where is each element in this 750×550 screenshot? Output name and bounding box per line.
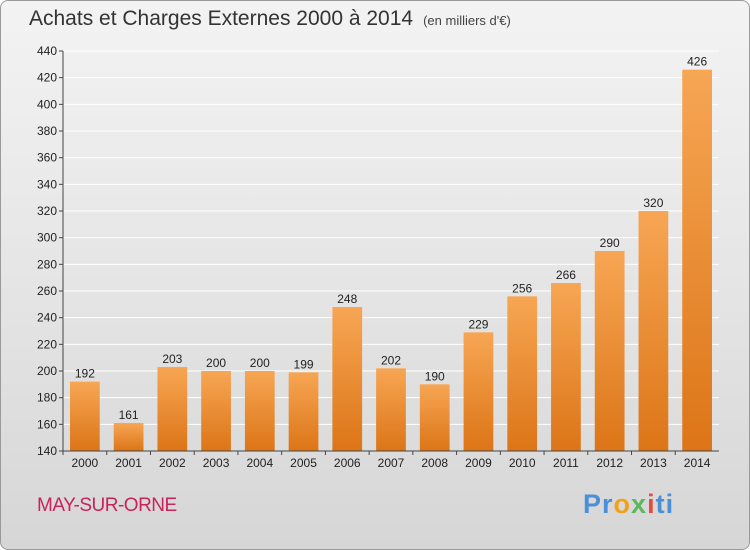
value-label-2011: 266 bbox=[556, 268, 576, 282]
chart-title: Achats et Charges Externes 2000 à 2014 (e… bbox=[29, 7, 511, 31]
x-tick-label-2011: 2011 bbox=[553, 456, 579, 470]
x-tick-label-2010: 2010 bbox=[509, 456, 536, 470]
logo-part-0: Pr bbox=[583, 489, 614, 519]
x-tick-label-2005: 2005 bbox=[290, 456, 317, 470]
y-tick-label-220: 220 bbox=[37, 337, 57, 351]
bar-2002 bbox=[157, 367, 188, 451]
bar-2005 bbox=[288, 372, 319, 451]
value-label-2000: 192 bbox=[75, 367, 95, 381]
bar-2003 bbox=[201, 371, 231, 451]
value-label-2014: 426 bbox=[687, 55, 707, 69]
x-tick-label-2003: 2003 bbox=[203, 456, 230, 470]
value-label-2007: 202 bbox=[381, 353, 401, 367]
bar-2001 bbox=[113, 423, 144, 451]
x-tick-label-2004: 2004 bbox=[246, 456, 273, 470]
title-text: Achats et Charges Externes 2000 à 2014 bbox=[29, 7, 414, 30]
value-label-2008: 190 bbox=[425, 369, 445, 383]
logo-part-4: ti bbox=[655, 489, 675, 519]
value-label-2009: 229 bbox=[468, 317, 488, 331]
y-tick-label-140: 140 bbox=[37, 444, 57, 458]
value-label-2006: 248 bbox=[337, 292, 357, 306]
bar-2008 bbox=[419, 384, 450, 451]
y-tick-label-160: 160 bbox=[37, 417, 57, 431]
y-tick-label-260: 260 bbox=[37, 284, 57, 298]
value-label-2013: 320 bbox=[643, 196, 663, 210]
value-label-2010: 256 bbox=[512, 281, 532, 295]
x-tick-label-2006: 2006 bbox=[334, 456, 361, 470]
logo-part-2: x bbox=[631, 489, 648, 519]
city-name: MAY-SUR-ORNE bbox=[37, 495, 177, 516]
x-tick-label-2007: 2007 bbox=[378, 456, 405, 470]
x-tick-label-2012: 2012 bbox=[596, 456, 623, 470]
value-label-2005: 199 bbox=[294, 357, 314, 371]
x-tick-label-2013: 2013 bbox=[640, 456, 667, 470]
proxiti-logo: Proxiti bbox=[583, 489, 674, 520]
bar-2000 bbox=[69, 381, 100, 451]
bar-2013 bbox=[638, 211, 669, 451]
y-tick-label-380: 380 bbox=[37, 124, 57, 138]
bar-2014 bbox=[682, 69, 713, 452]
bar-2009 bbox=[463, 332, 494, 451]
value-label-2001: 161 bbox=[119, 408, 139, 422]
logo-part-3: i bbox=[647, 489, 656, 519]
y-tick-label-440: 440 bbox=[37, 44, 57, 58]
y-tick-label-280: 280 bbox=[37, 257, 57, 271]
y-tick-label-240: 240 bbox=[37, 311, 57, 325]
x-tick-label-2002: 2002 bbox=[159, 456, 186, 470]
y-tick-label-340: 340 bbox=[37, 177, 57, 191]
y-tick-label-420: 420 bbox=[37, 71, 57, 85]
y-tick-label-200: 200 bbox=[37, 364, 57, 378]
y-tick-label-300: 300 bbox=[37, 231, 57, 245]
bar-2004 bbox=[244, 371, 275, 451]
bar-2007 bbox=[376, 368, 406, 451]
y-tick-label-320: 320 bbox=[37, 204, 57, 218]
value-label-2003: 200 bbox=[206, 356, 226, 370]
value-label-2004: 200 bbox=[250, 356, 270, 370]
unit-label: (en milliers d'€) bbox=[423, 13, 511, 28]
x-tick-label-2000: 2000 bbox=[72, 456, 99, 470]
x-tick-label-2014: 2014 bbox=[684, 456, 711, 470]
bar-2011 bbox=[551, 283, 581, 451]
y-tick-label-400: 400 bbox=[37, 97, 57, 111]
x-tick-label-2008: 2008 bbox=[421, 456, 448, 470]
bar-2006 bbox=[332, 307, 363, 451]
bar-2010 bbox=[507, 296, 538, 451]
logo-part-1: o bbox=[613, 489, 632, 519]
x-tick-label-2009: 2009 bbox=[465, 456, 492, 470]
bar-2012 bbox=[594, 251, 625, 451]
y-tick-label-360: 360 bbox=[37, 151, 57, 165]
y-tick-label-180: 180 bbox=[37, 391, 57, 405]
value-label-2012: 290 bbox=[600, 236, 620, 250]
x-tick-label-2001: 2001 bbox=[115, 456, 142, 470]
value-label-2002: 203 bbox=[162, 352, 182, 366]
